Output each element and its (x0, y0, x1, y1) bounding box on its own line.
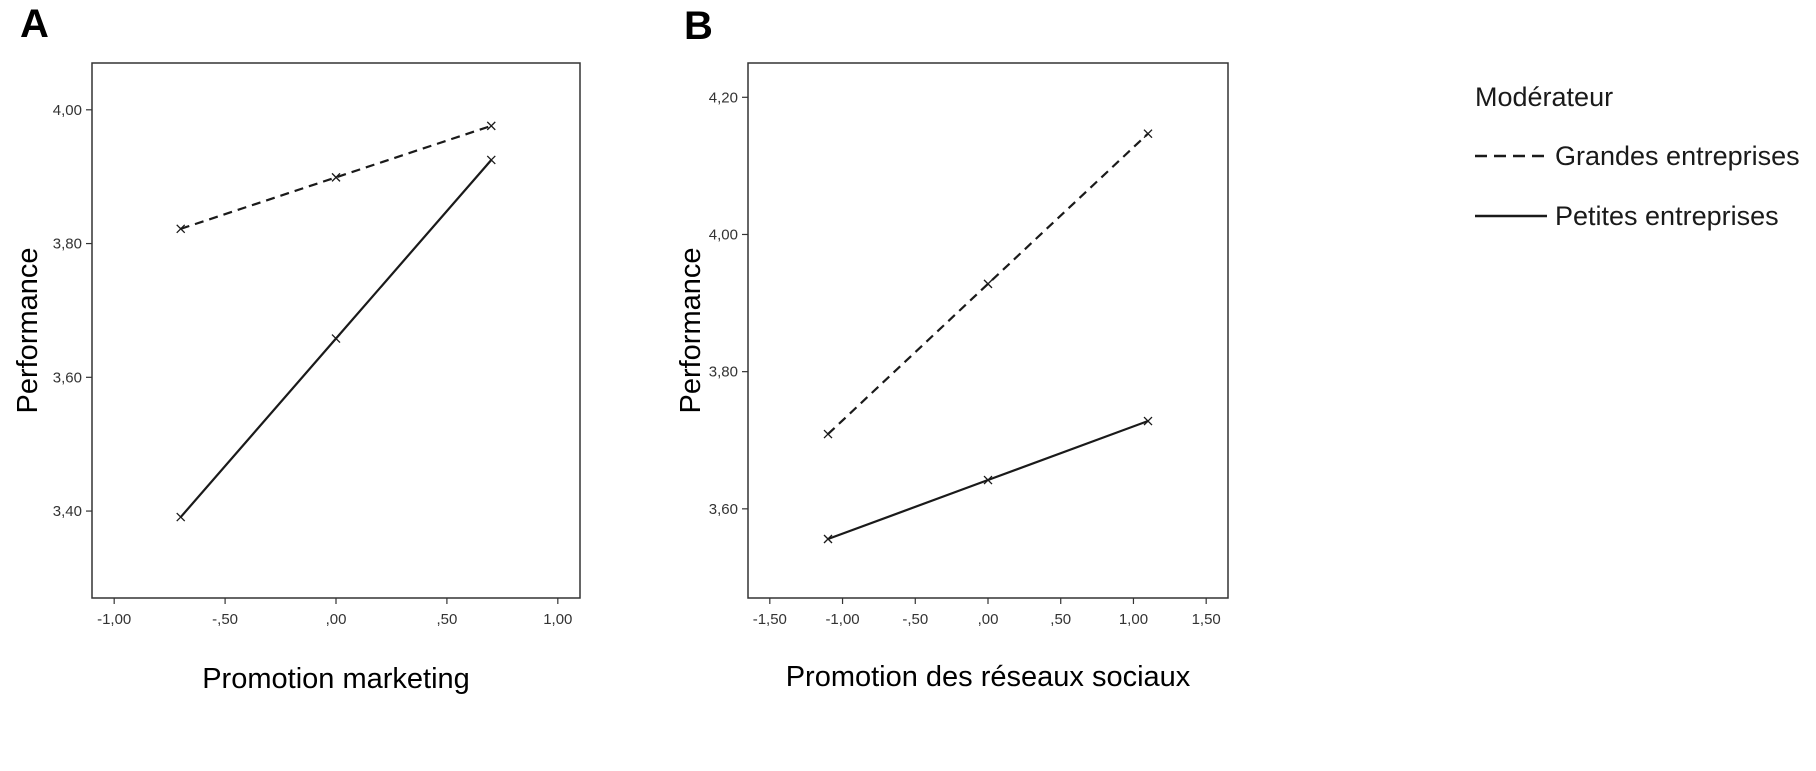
y-tick-label: 4,00 (709, 226, 738, 243)
series-line-grandes (180, 124, 492, 230)
marker-stroke (823, 429, 833, 439)
y-axis-title: Performance (675, 247, 707, 413)
legend-item-grandes: Grandes entreprises (1475, 130, 1805, 182)
data-point-marker (983, 475, 993, 485)
legend-item-petites: Petites entreprises (1475, 190, 1805, 242)
y-tick-label: 3,60 (53, 369, 82, 386)
y-tick-label: 4,00 (53, 102, 82, 119)
data-point-marker (823, 429, 833, 439)
x-tick-label: 1,50 (1192, 611, 1221, 628)
marker-stroke (1143, 129, 1153, 139)
series-line-grandes (827, 132, 1149, 435)
data-point-marker (331, 334, 341, 343)
y-tick-label: 3,80 (53, 236, 82, 253)
marker-stroke (331, 334, 341, 343)
panel-label-a: A (20, 2, 49, 46)
marker-stroke (176, 224, 186, 234)
legend: Modérateur Grandes entreprises Petites e… (1475, 82, 1805, 242)
data-point-marker (823, 534, 833, 544)
x-tick-label: ,00 (978, 611, 999, 628)
marker-stroke (983, 475, 993, 485)
x-tick-label: 1,00 (1119, 611, 1148, 628)
data-point-marker (331, 172, 341, 182)
legend-label-grandes: Grandes entreprises (1555, 140, 1800, 171)
y-tick-label: 3,40 (53, 503, 82, 520)
marker-stroke (486, 155, 496, 165)
y-axis-title: Performance (12, 247, 44, 413)
marker-stroke (176, 512, 186, 522)
solid-line-swatch-icon (1475, 214, 1547, 218)
plot-frame (91, 62, 581, 599)
legend-label-petites: Petites entreprises (1555, 200, 1779, 231)
x-tick-label: -1,00 (97, 611, 131, 628)
data-point-marker (176, 224, 186, 234)
marker-stroke (983, 279, 993, 289)
panel-label-b: B (684, 4, 713, 48)
y-tick-label: 3,60 (709, 501, 738, 518)
x-tick-label: -,50 (902, 611, 928, 628)
data-point-marker (486, 121, 496, 131)
dashed-line-swatch-icon (1475, 154, 1547, 158)
data-point-marker (1143, 129, 1153, 139)
data-point-marker (486, 155, 496, 165)
plot-frame (747, 62, 1229, 599)
x-tick-label: -1,00 (825, 611, 859, 628)
x-axis-title: Promotion marketing (202, 663, 470, 695)
marker-stroke (1143, 416, 1153, 426)
x-tick-label: -,50 (212, 611, 238, 628)
x-axis-title: Promotion des réseaux sociaux (786, 661, 1191, 693)
data-point-marker (176, 512, 186, 522)
y-tick-label: 3,80 (709, 364, 738, 381)
marker-stroke (823, 534, 833, 544)
marker-stroke (331, 172, 341, 182)
x-tick-label: -1,50 (753, 611, 787, 628)
x-tick-label: ,50 (1050, 611, 1071, 628)
marker-stroke (486, 121, 496, 131)
x-tick-label: 1,00 (543, 611, 572, 628)
x-tick-label: ,00 (326, 611, 347, 628)
data-point-marker (983, 279, 993, 289)
legend-title: Modérateur (1475, 82, 1614, 112)
data-point-marker (1143, 416, 1153, 426)
y-tick-label: 4,20 (709, 89, 738, 106)
x-tick-label: ,50 (436, 611, 457, 628)
